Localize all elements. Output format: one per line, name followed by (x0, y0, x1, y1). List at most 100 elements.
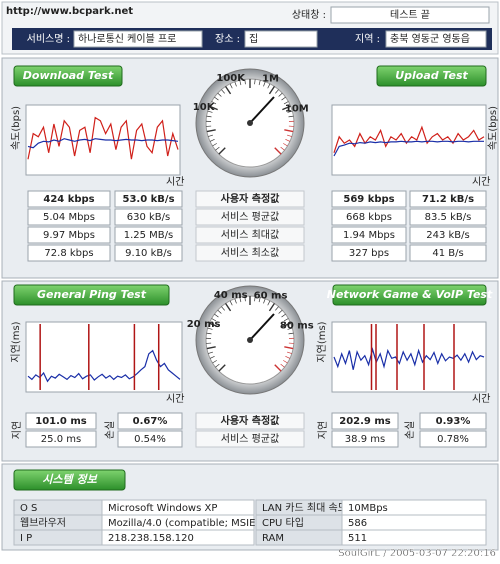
gauge-tick (281, 313, 286, 318)
gauge-tick (285, 356, 291, 359)
gauge-tick (254, 79, 256, 85)
row-label: 서비스 최대값 (221, 229, 279, 241)
x-axis-label: 시간 (472, 176, 490, 188)
footer-signature: SoulGirL / 2005-03-07 22:20:16 (338, 548, 496, 559)
value-cell (114, 244, 183, 262)
place-value: 집 (249, 33, 258, 45)
value-text: 630 kB/s (127, 212, 171, 223)
system-info-button[interactable] (13, 469, 126, 491)
gauge-tick (244, 79, 246, 85)
ping-button[interactable] (13, 284, 170, 306)
gauge-tick (206, 346, 216, 350)
value-cell (117, 412, 183, 430)
row-label: 사용자 측정값 (221, 414, 280, 427)
value-text: 569 kbps (343, 194, 394, 205)
row-label: 서비스 평균값 (221, 433, 279, 445)
info-text: 586 (348, 518, 367, 529)
y-axis-label: 지연(ms) (316, 321, 328, 362)
value-cell (25, 412, 97, 430)
gauge-tick (218, 147, 226, 155)
blue-line (333, 140, 484, 157)
value-text: 71.2 kB/s (422, 194, 474, 205)
value-text: 0.93% (436, 416, 471, 427)
place-field (244, 30, 318, 48)
value-text: 424 kbps (43, 194, 94, 205)
watermark: http://www.bcpark.net (6, 6, 133, 17)
download-button-text: Download Test (23, 69, 114, 82)
gauge-tick (209, 322, 218, 328)
upload-button-text: Upload Test (395, 69, 468, 82)
value-cell (117, 430, 183, 448)
gauge-tick (211, 101, 217, 105)
gauge-label: 60 ms (254, 291, 288, 302)
status-label: 상태창 : (292, 9, 326, 21)
gauge-tick (280, 146, 285, 151)
info-text: 10MBps (348, 503, 388, 514)
service-label: 서비스명 : (27, 33, 70, 45)
gauge-tick (221, 306, 225, 311)
gauge-tick (286, 134, 292, 137)
info-text: 웹브라우저 (20, 517, 66, 529)
region-label: 지역 : (355, 33, 380, 45)
value-text: 0.78% (437, 434, 469, 445)
gauge-tick (217, 92, 222, 97)
download-button[interactable] (13, 65, 123, 87)
gauge-tick (244, 296, 246, 302)
value-text: 668 kbps (346, 212, 392, 223)
gauge-tick (234, 81, 237, 87)
gauge-tick (209, 139, 215, 142)
gauge-tick (275, 89, 279, 94)
gauge-tick (209, 356, 215, 359)
gauge-tick (217, 309, 222, 314)
value-cell (419, 412, 487, 430)
value-cell (114, 208, 183, 226)
gauge-label: 10K (193, 102, 216, 113)
label-cell (195, 412, 305, 430)
row-label: 서비스 최소값 (221, 247, 279, 259)
gauge-tick (224, 86, 232, 95)
game-button-text: Network Game & VoIP Test (327, 288, 493, 301)
gauge-tick (283, 143, 288, 147)
value-cell (409, 190, 487, 208)
gauge-tick (214, 313, 219, 318)
y-axis-label: 지연 (11, 421, 23, 439)
service-value: 하나로통신 케이블 프로 (78, 32, 176, 45)
value-cell (331, 412, 399, 430)
region-value: 충북 영동군 영동읍 (390, 33, 470, 45)
value-cell (331, 244, 407, 262)
info-text: 511 (348, 533, 367, 544)
ping-button-text: General Ping Test (37, 288, 147, 301)
value-cell (409, 244, 487, 262)
row-label: 서비스 평균값 (221, 211, 279, 223)
gauge-label: 40 ms (214, 290, 248, 301)
value-text: 5.04 Mbps (43, 212, 95, 223)
label-cell (195, 226, 305, 244)
value-text: 9.10 kB/s (125, 248, 172, 259)
info-text: I P (20, 533, 32, 544)
value-text: 38.9 ms (345, 434, 385, 445)
label-cell (195, 430, 305, 448)
x-axis-label: 시간 (166, 393, 184, 405)
red-line (333, 125, 485, 153)
gauge-tick (267, 300, 271, 306)
y-axis-label: 속도(bps) (10, 106, 22, 150)
gauge-tick (206, 129, 216, 133)
x-axis-label: 시간 (472, 393, 490, 405)
value-cell (409, 226, 487, 244)
value-text: 0.54% (134, 434, 166, 445)
y-axis-label: 손실 (104, 421, 116, 439)
gauge-tick (208, 351, 214, 354)
value-text: 1.25 MB/s (124, 230, 174, 241)
upload-button[interactable] (376, 65, 487, 87)
place-label: 장소 : (215, 33, 240, 45)
gauge-tick (288, 115, 294, 118)
gauge-hub (247, 120, 253, 126)
value-text: 25.0 ms (41, 434, 81, 445)
game-button[interactable] (332, 284, 487, 306)
value-text: 1.94 Mbps (343, 230, 395, 241)
region-field (385, 30, 487, 48)
gauge-tick (282, 105, 291, 111)
gauge-tick (224, 303, 232, 312)
service-field (73, 30, 203, 48)
value-text: 83.5 kB/s (425, 212, 472, 223)
